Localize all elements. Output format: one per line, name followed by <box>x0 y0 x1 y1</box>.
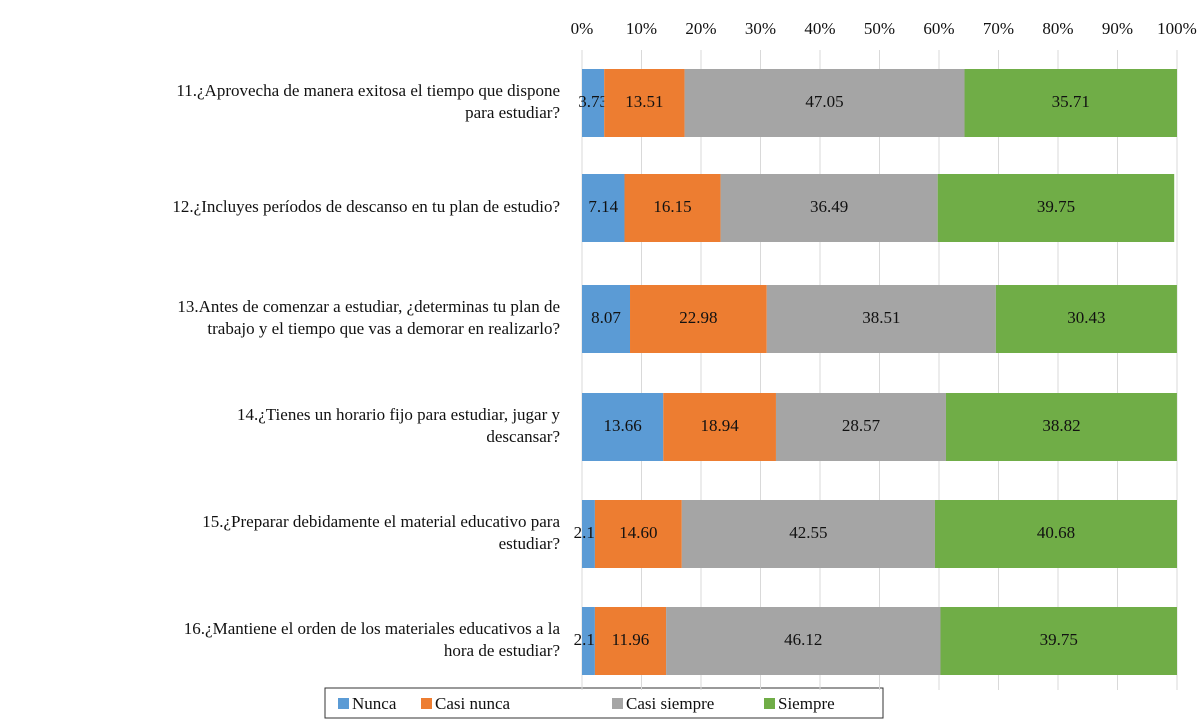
bar-segment <box>582 393 664 461</box>
x-tick-label: 100% <box>1157 19 1197 38</box>
data-label: 36.49 <box>810 197 848 216</box>
bar-segment <box>995 285 1177 353</box>
data-label: 46.12 <box>784 630 822 649</box>
data-label: 38.82 <box>1042 416 1080 435</box>
category-label: 12.¿Incluyes períodos de descanso en tu … <box>172 197 560 216</box>
x-tick-label: 70% <box>983 19 1014 38</box>
data-label: 18.94 <box>700 416 739 435</box>
legend-swatch <box>421 698 432 709</box>
bar-segment <box>666 607 941 675</box>
x-tick-label: 0% <box>571 19 594 38</box>
bar-segment <box>663 393 776 461</box>
data-label: 40.68 <box>1037 523 1075 542</box>
data-label: 47.05 <box>805 92 843 111</box>
bar-segment <box>964 69 1177 137</box>
bar-segment <box>604 69 685 137</box>
category-label: para estudiar? <box>465 103 560 122</box>
data-label: 13.66 <box>604 416 642 435</box>
category-label: 14.¿Tienes un horario fijo para estudiar… <box>237 405 561 424</box>
x-tick-label: 30% <box>745 19 776 38</box>
bar-segment <box>775 393 946 461</box>
x-tick-label: 60% <box>923 19 954 38</box>
bar-segment <box>582 285 631 353</box>
data-label: 42.55 <box>789 523 827 542</box>
legend-label: Casi nunca <box>435 694 511 713</box>
legend-label: Casi siempre <box>626 694 714 713</box>
data-label: 30.43 <box>1067 308 1105 327</box>
data-label: 7.14 <box>588 197 618 216</box>
data-label: 11.96 <box>612 630 650 649</box>
data-label: 35.71 <box>1052 92 1090 111</box>
bar-segment <box>582 500 595 568</box>
category-label: hora de estudiar? <box>444 641 560 660</box>
bar-segment <box>624 174 721 242</box>
data-label: 14.60 <box>619 523 657 542</box>
data-label: 38.51 <box>862 308 900 327</box>
x-tick-label: 10% <box>626 19 657 38</box>
category-label: 15.¿Preparar debidamente el material edu… <box>202 512 560 531</box>
legend-swatch <box>338 698 349 709</box>
bar-segment <box>766 285 996 353</box>
data-label: 22.98 <box>679 308 717 327</box>
legend-swatch <box>612 698 623 709</box>
data-label: 39.75 <box>1037 197 1075 216</box>
x-tick-label: 40% <box>804 19 835 38</box>
bar-segment <box>630 285 767 353</box>
bar-segment <box>945 393 1177 461</box>
bar-segment <box>594 500 682 568</box>
x-tick-label: 50% <box>864 19 895 38</box>
bar-segment <box>681 500 935 568</box>
data-label: 28.57 <box>842 416 881 435</box>
bar-segment <box>684 69 965 137</box>
data-label: 16.15 <box>653 197 691 216</box>
category-label: 16.¿Mantiene el orden de los materiales … <box>184 619 561 638</box>
legend-box <box>324 687 884 719</box>
legend-label: Siempre <box>778 694 835 713</box>
bar-segment <box>937 174 1175 242</box>
legend-label: Nunca <box>352 694 397 713</box>
category-label: estudiar? <box>499 534 560 553</box>
category-label: 11.¿Aprovecha de manera exitosa el tiemp… <box>176 81 560 100</box>
bar-segment <box>582 607 595 675</box>
bar-segment <box>582 174 625 242</box>
category-label: descansar? <box>486 427 560 446</box>
x-tick-label: 80% <box>1042 19 1073 38</box>
legend-swatch <box>764 698 775 709</box>
category-label: trabajo y el tiempo que vas a demorar en… <box>207 319 560 338</box>
x-tick-label: 20% <box>685 19 716 38</box>
bar-segment <box>940 607 1177 675</box>
data-label: 3.73 <box>578 92 608 111</box>
bar-segment <box>720 174 938 242</box>
bar-segment <box>582 69 605 137</box>
data-label: 39.75 <box>1040 630 1078 649</box>
category-label: 13.Antes de comenzar a estudiar, ¿determ… <box>177 297 560 316</box>
bar-segment <box>594 607 667 675</box>
data-label: 13.51 <box>625 92 663 111</box>
x-tick-label: 90% <box>1102 19 1133 38</box>
data-label: 8.07 <box>591 308 621 327</box>
bar-segment <box>934 500 1177 568</box>
